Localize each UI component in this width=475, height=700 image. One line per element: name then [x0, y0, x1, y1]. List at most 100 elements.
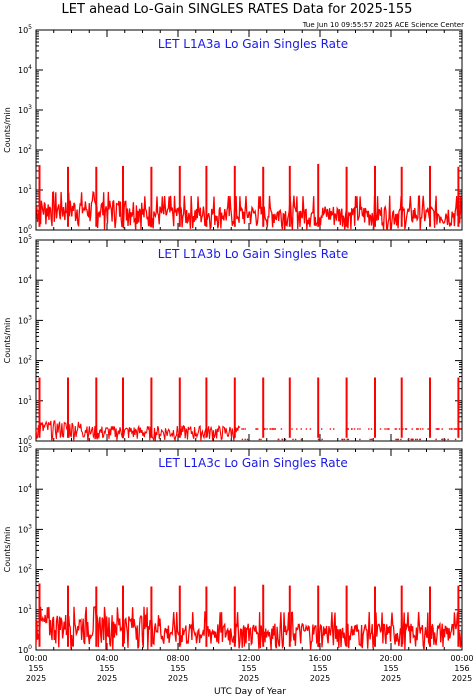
baseline-dot — [435, 428, 437, 430]
y-tick-label: 100 — [18, 644, 32, 655]
x-tick-year: 2025 — [310, 674, 330, 683]
baseline-dot — [448, 428, 451, 430]
baseline-dot — [396, 438, 398, 441]
y-tick-label: 105 — [18, 24, 32, 35]
y-tick-base: 10 — [18, 66, 28, 75]
baseline-dot — [454, 438, 457, 441]
baseline-dot — [441, 428, 443, 430]
y-axis-label: Counts/min — [3, 318, 12, 364]
baseline-dot — [455, 428, 457, 430]
baseline-dot — [255, 428, 257, 430]
y-tick-label: 100 — [18, 224, 32, 235]
baseline-dot — [257, 428, 259, 430]
baseline-dot — [269, 428, 271, 430]
baseline-dot — [450, 428, 452, 430]
baseline-dot — [400, 438, 402, 441]
baseline-dot — [241, 438, 244, 441]
y-tick-label: 100 — [18, 435, 32, 446]
baseline-dot — [258, 438, 261, 441]
y-tick-label: 102 — [18, 144, 32, 155]
y-tick-base: 10 — [18, 525, 28, 534]
y-tick-label: 105 — [18, 443, 32, 454]
y-tick-base: 10 — [18, 437, 28, 446]
y-tick-exponent: 1 — [28, 604, 32, 611]
baseline-dot — [266, 428, 268, 430]
x-tick-time: 16:00 — [308, 654, 331, 663]
baseline-dot — [300, 428, 302, 430]
y-tick-base: 10 — [18, 445, 28, 454]
y-tick-base: 10 — [18, 397, 28, 406]
baseline-dot — [309, 428, 312, 430]
baseline-dot — [416, 428, 418, 430]
baseline-dot — [416, 438, 419, 441]
x-tick-time: 12:00 — [237, 654, 260, 663]
baseline-dot — [300, 438, 303, 441]
baseline-dot — [444, 438, 446, 441]
baseline-trace — [36, 605, 462, 650]
baseline-dot — [341, 438, 343, 441]
baseline-dot — [386, 428, 388, 430]
y-tick-base: 10 — [18, 236, 28, 245]
baseline-dot — [291, 428, 293, 430]
baseline-dot — [305, 428, 308, 430]
baseline-dot — [370, 428, 373, 430]
baseline-dot — [292, 438, 294, 441]
y-tick-base: 10 — [18, 606, 28, 615]
y-axis-label: Counts/min — [3, 527, 12, 573]
x-tick-time: 00:00 — [24, 654, 47, 663]
baseline-dot — [353, 428, 356, 430]
y-tick-base: 10 — [18, 646, 28, 655]
y-tick-exponent: 0 — [28, 224, 32, 231]
x-tick-day: 155 — [241, 664, 256, 673]
y-tick-label: 104 — [18, 64, 32, 75]
baseline-dot — [410, 438, 412, 441]
y-tick-label: 103 — [18, 314, 32, 325]
baseline-dot — [395, 438, 397, 441]
baseline-dot — [384, 428, 386, 430]
baseline-dot — [435, 438, 437, 441]
x-tick-day: 155 — [383, 664, 398, 673]
baseline-dot — [270, 428, 272, 430]
x-tick-year: 2025 — [97, 674, 117, 683]
plot-frame — [35, 29, 463, 231]
baseline-dot — [419, 428, 422, 430]
y-tick-exponent: 5 — [28, 443, 32, 450]
y-tick-base: 10 — [18, 357, 28, 366]
baseline-dot — [272, 428, 274, 430]
x-tick-time: 20:00 — [379, 654, 402, 663]
baseline-dot — [387, 428, 390, 430]
y-tick-exponent: 2 — [28, 355, 32, 362]
y-tick-label: 105 — [18, 234, 32, 245]
baseline-dot — [343, 438, 346, 441]
baseline-dot — [347, 438, 350, 441]
y-tick-label: 103 — [18, 523, 32, 534]
baseline-trace — [36, 190, 462, 230]
baseline-dot — [284, 438, 287, 441]
x-tick-day: 155 — [170, 664, 185, 673]
y-tick-base: 10 — [18, 316, 28, 325]
y-tick-label: 101 — [18, 604, 32, 615]
baseline-trace — [36, 420, 241, 441]
baseline-dot — [342, 438, 344, 441]
x-tick-day: 155 — [28, 664, 43, 673]
y-tick-base: 10 — [18, 276, 28, 285]
baseline-dot — [441, 438, 444, 441]
baseline-dot — [246, 438, 249, 441]
baseline-dot — [415, 438, 417, 441]
baseline-dot — [346, 438, 348, 441]
y-tick-exponent: 2 — [28, 144, 32, 151]
baseline-dot — [244, 428, 246, 430]
y-tick-exponent: 1 — [28, 395, 32, 402]
baseline-dot — [417, 428, 419, 430]
y-tick-exponent: 5 — [28, 234, 32, 241]
baseline-dot — [395, 428, 398, 430]
baseline-dot — [260, 438, 262, 441]
baseline-dot — [359, 428, 361, 430]
baseline-dot — [419, 438, 421, 441]
